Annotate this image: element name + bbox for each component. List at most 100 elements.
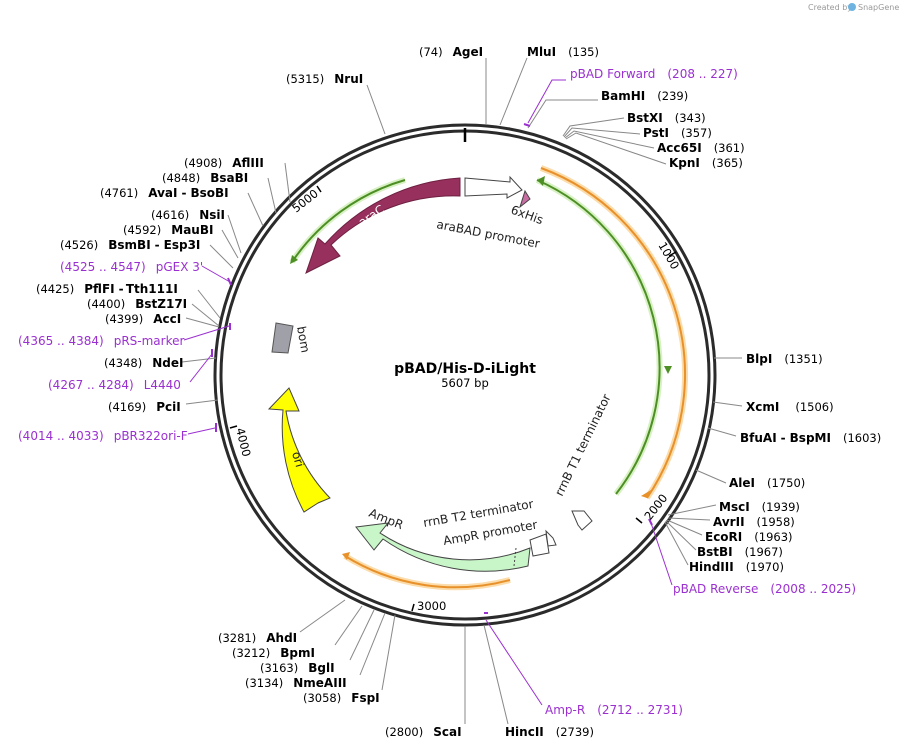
primer-pbr322ori-f[interactable]: (4014 .. 4033) pBR322ori-F — [18, 429, 188, 443]
site-scai[interactable]: (2800) ScaI — [385, 725, 462, 739]
site-msci[interactable]: MscI (1939) — [719, 500, 800, 514]
leader-kpni — [565, 132, 667, 165]
leader-maubi — [221, 229, 239, 259]
site-bfuai[interactable]: BfuAI - BspMI (1603) — [740, 431, 881, 445]
site-bpmi[interactable]: (3212) BpmI — [232, 646, 315, 660]
site-bsabi[interactable]: (4848) BsaBI — [162, 171, 248, 185]
leader-ecori — [666, 519, 703, 536]
site-bstz17i[interactable]: (4400) BstZ17I — [87, 297, 187, 311]
snapgene-logo-icon — [848, 3, 856, 11]
site-pcii[interactable]: (4169) PciI — [108, 400, 181, 414]
orf-arc-upper-right-glow — [539, 165, 688, 500]
leader-pcii — [185, 399, 219, 405]
site-mlui[interactable]: MluI (135) — [527, 45, 599, 59]
leader-ndei — [181, 357, 217, 363]
primer-leader-lines — [183, 79, 673, 706]
leader-acc65i — [564, 130, 655, 149]
rrnb-t1-terminator-feature[interactable] — [571, 510, 593, 531]
site-agei[interactable]: (74) AgeI — [419, 45, 483, 59]
leader-pgex3 — [201, 265, 231, 283]
leader-bsabi — [267, 177, 277, 214]
leader-bstxi — [562, 117, 625, 137]
bom-feature[interactable] — [271, 322, 294, 354]
site-afliii[interactable]: (4908) AflIII — [184, 156, 264, 170]
orf-arrow-bottom — [342, 552, 350, 560]
site-bsmbi[interactable]: (4526) BsmBI - Esp3I — [60, 238, 200, 252]
ampr-inner-divider — [513, 547, 517, 567]
site-hincii[interactable]: HincII (2739) — [505, 725, 594, 739]
leader-alei — [695, 469, 727, 484]
site-maubi[interactable]: (4592) MauBI — [123, 223, 213, 237]
tick-3000 — [411, 603, 415, 612]
site-ndei[interactable]: (4348) NdeI — [104, 356, 184, 370]
leader-pbad-reverse — [649, 519, 673, 586]
site-acc65i[interactable]: Acc65I (361) — [657, 141, 745, 155]
mark-pgex3 — [227, 277, 232, 286]
site-blpi[interactable]: BlpI (1351) — [746, 352, 823, 366]
orf-arrow-upper-right — [641, 490, 651, 498]
ampr-promoter-feature[interactable] — [529, 533, 550, 557]
site-fspi[interactable]: (3058) FspI — [303, 691, 380, 705]
arabad-promoter-feature[interactable] — [464, 175, 523, 199]
leader-bgli — [349, 609, 375, 661]
rrnb-t1-terminator-label: rrnB T1 terminator — [552, 392, 614, 499]
leader-pbr322ori-f — [187, 427, 216, 435]
site-leader-lines — [181, 57, 743, 725]
ampr-feature[interactable] — [355, 522, 531, 572]
orf-arrow-green-start — [537, 176, 545, 186]
primer-amp-r[interactable]: Amp-R (2712 .. 2731) — [545, 703, 683, 717]
site-avai[interactable]: (4761) AvaI - BsoBI — [100, 186, 229, 200]
site-pflfi[interactable]: (4425) PflFI - Tth111I — [36, 282, 178, 296]
site-acci[interactable]: (4399) AccI — [105, 312, 181, 326]
backbone-outer-ring — [213, 123, 717, 627]
site-nrui[interactable]: (5315) NruI — [286, 72, 363, 86]
site-kpni[interactable]: KpnI (365) — [669, 156, 743, 170]
leader-msci — [667, 504, 717, 516]
primer-pbad-forward[interactable]: pBAD Forward (208 .. 227) — [570, 67, 738, 81]
leader-hindiii — [664, 521, 689, 566]
arac-feature[interactable] — [305, 177, 461, 274]
tick-label-4000: 4000 — [233, 426, 254, 458]
orf-arc-arac — [291, 179, 406, 263]
created-by-text: Created by — [808, 3, 852, 12]
primer-l4440[interactable]: (4267 .. 4284) L4440 — [48, 378, 181, 392]
orf-arc-green-glow — [535, 177, 663, 496]
site-bgli[interactable]: (3163) BglI — [260, 661, 335, 675]
leader-nmeaiii — [359, 612, 386, 676]
orf-arc-upper-right — [540, 167, 686, 499]
site-bstbi[interactable]: BstBI (1967) — [697, 545, 783, 559]
site-hindiii[interactable]: HindIII (1970) — [689, 560, 784, 574]
site-psti[interactable]: PstI (357) — [643, 126, 712, 140]
site-nsii[interactable]: (4616) NsiI — [151, 208, 225, 222]
ori-feature[interactable] — [267, 387, 331, 513]
leader-afliii — [284, 162, 291, 203]
orf-arc-green — [536, 179, 661, 495]
6xhis-feature[interactable] — [519, 189, 531, 209]
site-bamhi[interactable]: BamHI (239) — [601, 89, 688, 103]
primer-pbad-reverse[interactable]: pBAD Reverse (2008 .. 2025) — [673, 582, 856, 596]
site-xcmi[interactable]: XcmI (1506) — [746, 400, 834, 414]
snapgene-credit: Created by SnapGene — [808, 3, 899, 12]
leader-amp-r — [485, 619, 543, 706]
snapgene-brand-text: SnapGene — [858, 3, 899, 12]
arabad-promoter-label: araBAD promoter — [435, 217, 541, 251]
leader-acci — [185, 317, 220, 328]
leader-pbad-forward — [527, 79, 566, 124]
tick-1000 — [668, 251, 677, 257]
site-ahdi[interactable]: (3281) AhdI — [218, 631, 297, 645]
ori-label: ori — [289, 450, 307, 469]
leader-hincii — [483, 624, 509, 725]
site-ecori[interactable]: EcoRI (1963) — [705, 530, 793, 544]
primer-prs-marker[interactable]: (4365 .. 4384) pRS-marker — [18, 334, 184, 348]
site-alei[interactable]: AleI (1750) — [729, 476, 805, 490]
site-bstxi[interactable]: BstXI (343) — [627, 111, 706, 125]
site-avrii[interactable]: AvrII (1958) — [713, 515, 795, 529]
plasmid-title: pBAD/His-D-iLight 5607 bp — [394, 361, 536, 390]
primer-pgex3[interactable]: (4525 .. 4547) pGEX 3' — [60, 260, 203, 274]
leader-psti — [563, 127, 641, 138]
bom-label: bom — [294, 325, 312, 354]
primer-marks — [211, 123, 653, 614]
site-nmeaiii[interactable]: (3134) NmeAIII — [245, 676, 347, 690]
tick-4000 — [229, 425, 238, 429]
